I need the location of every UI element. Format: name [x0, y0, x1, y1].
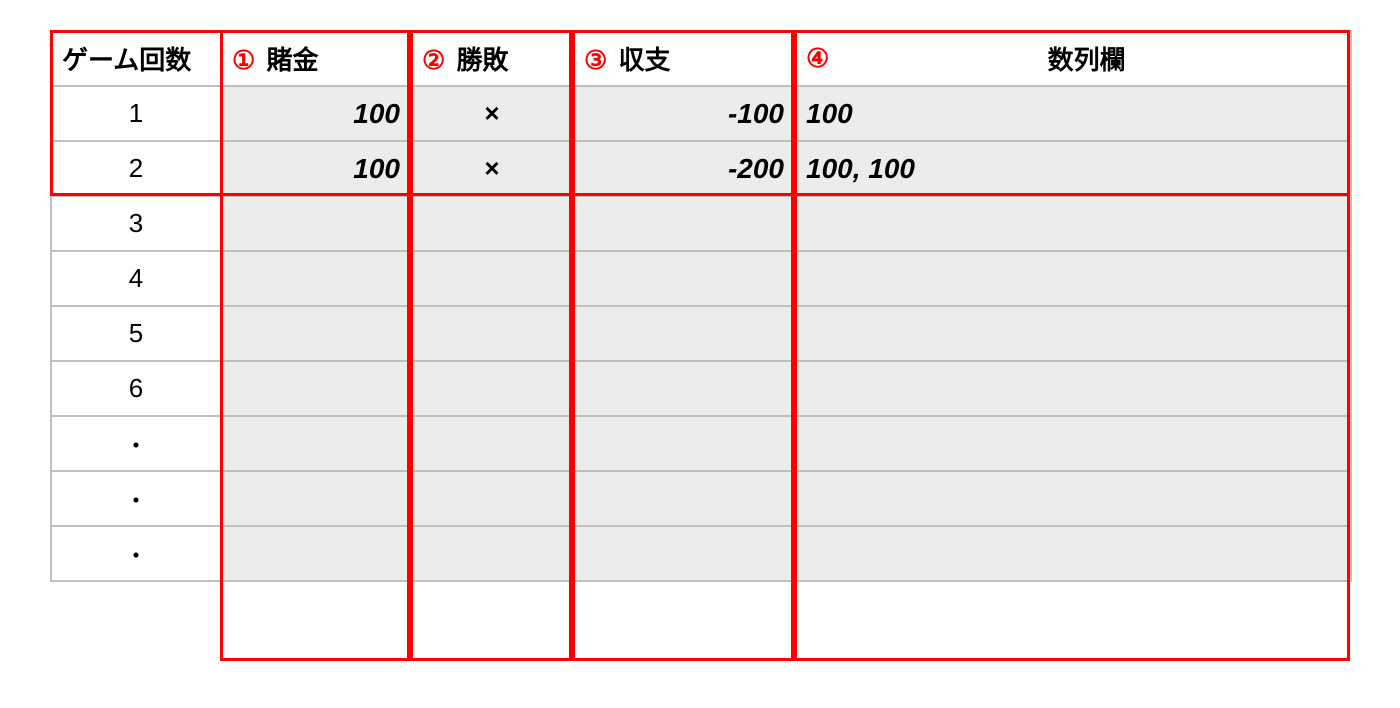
header-winloss: ② 勝敗 [411, 31, 573, 86]
table-row: 6 [51, 361, 1351, 416]
cell-sequence: 100, 100 [795, 141, 1351, 196]
header-sequence: ④ 数列欄 [795, 31, 1351, 86]
header-game-count: ゲーム回数 [51, 31, 221, 86]
cell-sequence [795, 251, 1351, 306]
header-balance-label: 収支 [619, 45, 671, 75]
table-row: 4 [51, 251, 1351, 306]
cell-balance [573, 251, 795, 306]
table-row: ・ [51, 471, 1351, 526]
circled-3-icon: ③ [584, 45, 607, 75]
cell-game: ・ [51, 471, 221, 526]
cell-sequence [795, 306, 1351, 361]
cell-bet [221, 251, 411, 306]
cell-game: 1 [51, 86, 221, 141]
cell-game: 2 [51, 141, 221, 196]
cell-balance [573, 471, 795, 526]
cell-balance [573, 416, 795, 471]
cell-game: 5 [51, 306, 221, 361]
cell-bet: 100 [221, 141, 411, 196]
table-row: 1 100 × -100 100 [51, 86, 1351, 141]
cell-balance [573, 526, 795, 581]
table-body: 1 100 × -100 100 2 100 × -200 100, 100 3 [51, 86, 1351, 581]
cell-balance [573, 306, 795, 361]
cell-winloss [411, 526, 573, 581]
cell-sequence [795, 526, 1351, 581]
table-row: 5 [51, 306, 1351, 361]
cell-game: 6 [51, 361, 221, 416]
table-row: ・ [51, 526, 1351, 581]
cell-balance: -100 [573, 86, 795, 141]
header-sequence-label: 数列欄 [833, 40, 1340, 77]
cell-sequence [795, 471, 1351, 526]
circled-4-icon: ④ [806, 43, 829, 74]
cell-bet [221, 416, 411, 471]
header-bet: ① 賭金 [221, 31, 411, 86]
table-row: 3 [51, 196, 1351, 251]
cell-winloss [411, 416, 573, 471]
cell-winloss: × [411, 141, 573, 196]
cell-bet [221, 196, 411, 251]
cell-winloss [411, 196, 573, 251]
cell-game: 3 [51, 196, 221, 251]
cell-winloss [411, 306, 573, 361]
header-bet-label: 賭金 [267, 45, 319, 75]
cell-winloss: × [411, 86, 573, 141]
betting-table-container: ゲーム回数 ① 賭金 ② 勝敗 ③ 収支 ④ 数列欄 [50, 30, 1350, 582]
cell-winloss [411, 251, 573, 306]
cell-sequence [795, 361, 1351, 416]
betting-table: ゲーム回数 ① 賭金 ② 勝敗 ③ 収支 ④ 数列欄 [50, 30, 1352, 582]
cell-bet [221, 471, 411, 526]
header-game-count-label: ゲーム回数 [62, 45, 191, 75]
cell-game: 4 [51, 251, 221, 306]
cell-bet [221, 361, 411, 416]
table-row: 2 100 × -200 100, 100 [51, 141, 1351, 196]
cell-balance [573, 361, 795, 416]
cell-bet [221, 306, 411, 361]
header-winloss-label: 勝敗 [457, 45, 509, 75]
cell-winloss [411, 361, 573, 416]
cell-balance [573, 196, 795, 251]
cell-bet: 100 [221, 86, 411, 141]
cell-sequence: 100 [795, 86, 1351, 141]
cell-sequence [795, 416, 1351, 471]
cell-bet [221, 526, 411, 581]
header-balance: ③ 収支 [573, 31, 795, 86]
table-row: ・ [51, 416, 1351, 471]
cell-balance: -200 [573, 141, 795, 196]
circled-2-icon: ② [422, 45, 445, 75]
cell-game: ・ [51, 416, 221, 471]
circled-1-icon: ① [232, 45, 255, 75]
header-row: ゲーム回数 ① 賭金 ② 勝敗 ③ 収支 ④ 数列欄 [51, 31, 1351, 86]
cell-sequence [795, 196, 1351, 251]
cell-game: ・ [51, 526, 221, 581]
cell-winloss [411, 471, 573, 526]
